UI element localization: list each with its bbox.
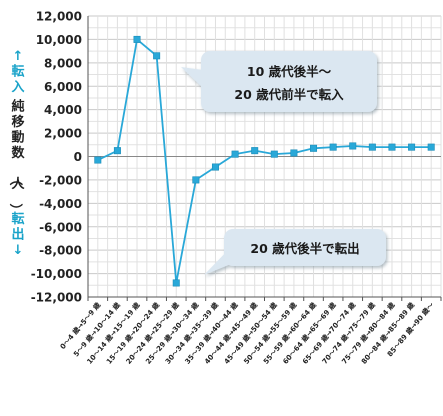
data-point: [192, 176, 200, 184]
data-point: [231, 150, 239, 158]
data-point: [211, 163, 219, 171]
y-label-inflow: ↑転入: [11, 49, 24, 95]
data-point: [349, 142, 357, 150]
data-point: [172, 279, 180, 287]
y-tick-label: -8,000: [39, 244, 82, 258]
data-point: [94, 156, 102, 164]
y-label-outflow: 転出↓: [11, 211, 24, 258]
x-tick-labels: 0～4 歳→5～9 歳5～9 歳→10～14 歳10～14 歳→15～19 歳1…: [58, 301, 436, 366]
data-point: [427, 143, 435, 151]
y-tick-label: 8,000: [44, 56, 82, 70]
data-point: [153, 52, 161, 60]
y-tick-label: 10,000: [36, 33, 82, 47]
y-label-main: 純移動数（人）: [7, 99, 25, 217]
data-point: [408, 143, 416, 151]
y-tick-labels: 12,000 10,000 8,000 6,000 4,000 2,000 0 -2,000 -…: [31, 10, 82, 305]
y-tick-label: 12,000: [36, 10, 82, 24]
y-tick-label: -6,000: [39, 220, 82, 234]
data-point: [310, 144, 318, 152]
y-tick-label: 0: [74, 150, 82, 164]
y-tick-label: 4,000: [44, 103, 82, 117]
data-point: [133, 35, 141, 43]
callout-inflow-text: 10 歳代後半～: [247, 64, 332, 79]
data-point: [270, 150, 278, 158]
callout-inflow-text: 20 歳代前半で転入: [234, 87, 344, 102]
y-tick-label: 2,000: [44, 127, 82, 141]
data-point: [388, 143, 396, 151]
data-point: [113, 147, 121, 155]
callouts: 10 歳代後半～ 20 歳代前半で転入 20 歳代後半で転出: [181, 51, 386, 275]
y-tick-label: 6,000: [44, 80, 82, 94]
data-point: [251, 147, 259, 155]
y-tick-label: -2,000: [39, 173, 82, 187]
y-tick-label: -10,000: [31, 267, 82, 281]
callout-outflow: [204, 229, 386, 275]
callout-inflow: [181, 51, 377, 112]
data-point: [329, 143, 337, 151]
data-point: [368, 143, 376, 151]
y-tick-label: -4,000: [39, 197, 82, 211]
data-point: [290, 149, 298, 157]
axes: [87, 16, 442, 301]
callout-outflow-text: 20 歳代後半で転出: [250, 241, 359, 256]
series-points: [94, 35, 435, 287]
y-tick-label: -12,000: [31, 291, 82, 305]
